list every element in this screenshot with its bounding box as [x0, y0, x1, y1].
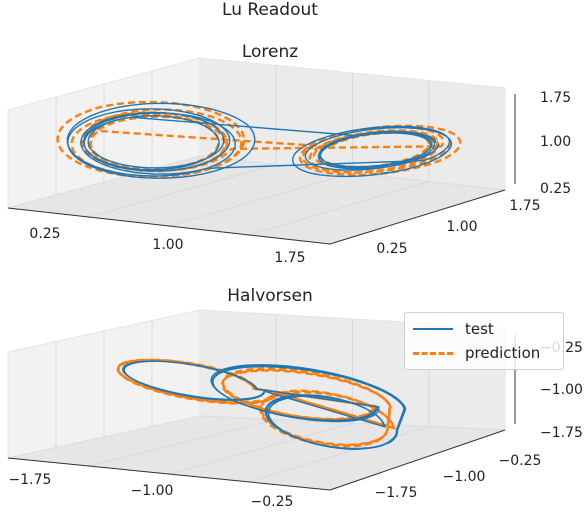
y-tick-label: 0.25: [376, 241, 407, 257]
legend-label-test: test: [465, 320, 494, 338]
legend-entry-test: test: [413, 319, 494, 339]
legend-swatch-prediction: [413, 351, 453, 355]
grid-line: [88, 419, 277, 467]
test-line: [66, 102, 453, 179]
z-tick-label: −1.75: [540, 425, 583, 441]
y-tick-label: −1.75: [375, 485, 418, 501]
legend-swatch-test: [413, 328, 453, 330]
x-tick-label: 0.25: [29, 226, 60, 242]
lorenz-title: Lorenz: [241, 42, 299, 62]
grid-line: [249, 181, 429, 236]
legend-label-prediction: prediction: [465, 344, 541, 362]
z-tick-label: 1.75: [540, 90, 571, 106]
lorenz-axes: 0.251.001.750.251.001.750.251.001.75: [7, 57, 571, 266]
grid-line: [88, 164, 277, 218]
y-axis-line: [329, 429, 506, 491]
grid-line: [168, 422, 353, 475]
grid-line: [168, 172, 353, 227]
x-axis-line: [7, 207, 331, 245]
x-tick-label: −0.25: [251, 494, 294, 510]
y-axis-line: [329, 189, 506, 245]
figure-title: Lu Readout: [222, 0, 318, 20]
grid-line: [249, 426, 429, 483]
legend: test prediction: [404, 312, 564, 370]
x-tick-label: −1.75: [9, 472, 52, 488]
legend-entry-prediction: prediction: [413, 343, 540, 363]
y-tick-label: 1.00: [446, 219, 477, 235]
z-tick-label: −1.00: [540, 382, 583, 398]
x-tick-label: −1.00: [131, 483, 174, 499]
prediction-line: [116, 358, 396, 448]
x-tick-label: 1.75: [274, 250, 305, 266]
y-tick-label: 1.75: [509, 198, 540, 214]
x-tick-label: 1.00: [152, 237, 183, 253]
test-line: [121, 360, 407, 451]
y-tick-label: −1.00: [443, 469, 486, 485]
x-axis-line: [7, 457, 331, 491]
z-tick-label: 0.25: [540, 181, 571, 197]
z-tick-label: 1.00: [540, 134, 571, 150]
halvorsen-title: Halvorsen: [227, 286, 313, 306]
y-tick-label: −0.25: [499, 453, 542, 469]
